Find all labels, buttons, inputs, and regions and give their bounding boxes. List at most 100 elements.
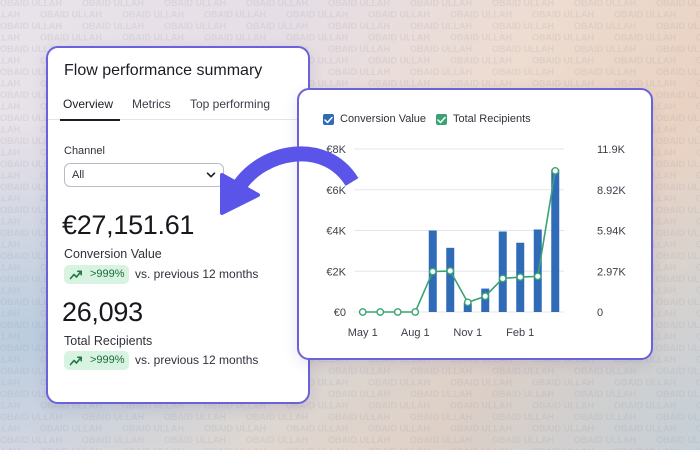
legend-label: Conversion Value bbox=[340, 113, 427, 125]
chart-point[interactable] bbox=[463, 298, 472, 307]
watermark-text: OBAID ULLAH bbox=[696, 309, 700, 319]
tab-top-performing[interactable]: Top performing bbox=[190, 97, 271, 111]
chart-point[interactable] bbox=[446, 267, 455, 275]
watermark-text: OBAID ULLAH bbox=[0, 286, 20, 296]
watermark-text: OBAID ULLAH bbox=[204, 33, 266, 43]
chart-point[interactable] bbox=[551, 167, 560, 175]
chart-point[interactable] bbox=[498, 274, 507, 283]
watermark-text: OBAID ULLAH bbox=[0, 67, 62, 77]
watermark-text: OBAID ULLAH bbox=[614, 447, 676, 450]
watermark-text: OBAID ULLAH bbox=[696, 332, 700, 342]
watermark-text: OBAID ULLAH bbox=[368, 378, 430, 388]
watermark-text: OBAID ULLAH bbox=[614, 424, 676, 434]
x-tick-label: Feb 1 bbox=[506, 327, 534, 339]
tab-metrics[interactable]: Metrics bbox=[132, 97, 171, 111]
watermark-text: OBAID ULLAH bbox=[40, 33, 102, 43]
chart-point[interactable] bbox=[428, 267, 437, 276]
watermark-text: OBAID ULLAH bbox=[532, 33, 594, 43]
chart-bar[interactable] bbox=[481, 288, 490, 312]
chart-point[interactable] bbox=[533, 272, 542, 281]
chart-bar[interactable] bbox=[551, 169, 560, 312]
watermark-text: OBAID ULLAH bbox=[246, 435, 308, 445]
chart-bar[interactable] bbox=[498, 231, 507, 312]
watermark-text: OBAID ULLAH bbox=[532, 378, 594, 388]
chart-line bbox=[362, 170, 557, 313]
chart-point[interactable] bbox=[393, 308, 402, 316]
chart-bar[interactable] bbox=[446, 247, 455, 312]
watermark-text: OBAID ULLAH bbox=[614, 56, 676, 66]
watermark-text: OBAID ULLAH bbox=[0, 171, 20, 181]
y-right-tick-label: 2.97K bbox=[597, 266, 626, 278]
watermark-text: OBAID ULLAH bbox=[122, 10, 184, 20]
chart-bar[interactable] bbox=[463, 302, 472, 312]
watermark-text: OBAID ULLAH bbox=[0, 90, 62, 100]
watermark-text: OBAID ULLAH bbox=[0, 297, 62, 307]
watermark-text: OBAID ULLAH bbox=[0, 366, 62, 376]
watermark-text: OBAID ULLAH bbox=[368, 401, 430, 411]
watermark-text: OBAID ULLAH bbox=[246, 0, 308, 8]
watermark-text: OBAID ULLAH bbox=[614, 401, 676, 411]
chart-point[interactable] bbox=[481, 292, 490, 301]
chart-point[interactable] bbox=[411, 308, 420, 316]
watermark-text: OBAID ULLAH bbox=[40, 401, 102, 411]
x-tick-label: Nov 1 bbox=[453, 327, 482, 339]
watermark-text: OBAID ULLAH bbox=[286, 424, 348, 434]
watermark-text: OBAID ULLAH bbox=[696, 355, 700, 365]
watermark-text: OBAID ULLAH bbox=[286, 33, 348, 43]
watermark-text: OBAID ULLAH bbox=[656, 205, 700, 215]
watermark-text: OBAID ULLAH bbox=[0, 389, 62, 399]
chart-bar[interactable] bbox=[533, 229, 542, 312]
watermark-text: OBAID ULLAH bbox=[0, 217, 20, 227]
watermark-text: OBAID ULLAH bbox=[656, 366, 700, 376]
watermark-text: OBAID ULLAH bbox=[656, 21, 700, 31]
watermark-text: OBAID ULLAH bbox=[696, 171, 700, 181]
watermark-text: OBAID ULLAH bbox=[574, 435, 636, 445]
watermark-text: OBAID ULLAH bbox=[368, 424, 430, 434]
watermark-text: OBAID ULLAH bbox=[410, 435, 472, 445]
y-right-tick-label: 11.9K bbox=[597, 144, 626, 156]
watermark-text: OBAID ULLAH bbox=[0, 240, 20, 250]
watermark-text: OBAID ULLAH bbox=[286, 401, 348, 411]
chart-point[interactable] bbox=[376, 308, 385, 316]
chart-card: Conversion Value Total Recipients €0 €2K €… bbox=[297, 88, 653, 360]
tab-overview[interactable]: Overview bbox=[63, 97, 114, 111]
watermark-text: OBAID ULLAH bbox=[328, 366, 390, 376]
watermark-text: OBAID ULLAH bbox=[368, 56, 430, 66]
watermark-text: OBAID ULLAH bbox=[0, 79, 20, 89]
watermark-text: OBAID ULLAH bbox=[614, 33, 676, 43]
watermark-text: OBAID ULLAH bbox=[0, 401, 20, 411]
y-left-tick-label: €4K bbox=[326, 226, 346, 238]
watermark-text: OBAID ULLAH bbox=[532, 56, 594, 66]
y-right-tick-label: 0 bbox=[597, 307, 603, 319]
watermark-text: OBAID ULLAH bbox=[246, 21, 308, 31]
channel-select-value: All bbox=[72, 169, 85, 181]
watermark-text: OBAID ULLAH bbox=[410, 366, 472, 376]
watermark-text: OBAID ULLAH bbox=[656, 113, 700, 123]
watermark-text: OBAID ULLAH bbox=[0, 378, 20, 388]
watermark-text: OBAID ULLAH bbox=[0, 320, 62, 330]
channel-select[interactable]: All bbox=[64, 163, 224, 187]
watermark-text: OBAID ULLAH bbox=[122, 447, 184, 450]
chart-point[interactable] bbox=[516, 273, 525, 281]
watermark-text: OBAID ULLAH bbox=[0, 263, 20, 273]
watermark-text: OBAID ULLAH bbox=[696, 102, 700, 112]
watermark-text: OBAID ULLAH bbox=[328, 389, 390, 399]
badge-text: >999% bbox=[90, 354, 125, 366]
watermark-text: OBAID ULLAH bbox=[656, 297, 700, 307]
watermark-text: OBAID ULLAH bbox=[450, 424, 512, 434]
watermark-text: OBAID ULLAH bbox=[614, 378, 676, 388]
watermark-text: OBAID ULLAH bbox=[696, 401, 700, 411]
watermark-text: OBAID ULLAH bbox=[574, 21, 636, 31]
chart-point[interactable] bbox=[358, 308, 367, 316]
watermark-text: OBAID ULLAH bbox=[410, 412, 472, 422]
watermark-text: OBAID ULLAH bbox=[122, 33, 184, 43]
watermark-text: OBAID ULLAH bbox=[492, 412, 554, 422]
watermark-text: OBAID ULLAH bbox=[696, 378, 700, 388]
watermark-text: OBAID ULLAH bbox=[40, 424, 102, 434]
watermark-text: OBAID ULLAH bbox=[328, 67, 390, 77]
watermark-text: OBAID ULLAH bbox=[574, 0, 636, 8]
watermark-text: OBAID ULLAH bbox=[164, 21, 226, 31]
y-left-tick-label: €6K bbox=[326, 185, 346, 197]
watermark-text: OBAID ULLAH bbox=[656, 389, 700, 399]
y-left-tick-label: €0 bbox=[334, 307, 346, 319]
